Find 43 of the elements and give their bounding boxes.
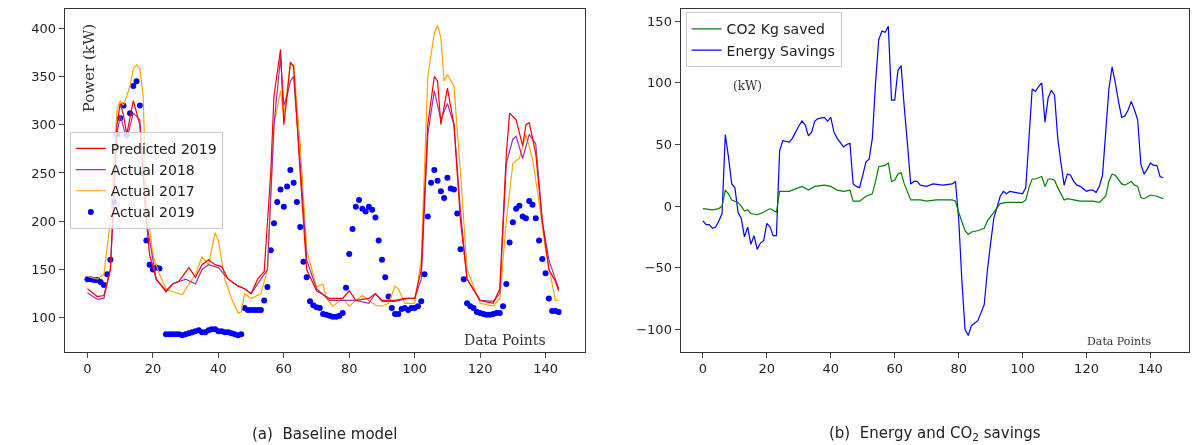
x-tick-label: 140 bbox=[1138, 361, 1163, 377]
x-tick-label: 40 bbox=[822, 361, 840, 377]
text: (b) Energy and CO$_{2}$ savings bbox=[829, 424, 1041, 444]
y-tick-label: 50 bbox=[655, 137, 672, 153]
y-tick-label: 250 bbox=[31, 165, 56, 181]
x-tick-label: 100 bbox=[1010, 361, 1035, 377]
line-series bbox=[702, 162, 1164, 236]
y-tick-label: −50 bbox=[644, 260, 672, 276]
x-tick-label: 20 bbox=[758, 361, 776, 377]
y-tick-label: 300 bbox=[31, 117, 56, 133]
x-tick-label: 0 bbox=[83, 361, 92, 377]
y-tick-label: −100 bbox=[636, 321, 672, 337]
y-tick-label: 100 bbox=[31, 310, 56, 326]
x-tick-label: 100 bbox=[402, 361, 428, 377]
x-axis-title: Data Points bbox=[464, 332, 546, 348]
x-tick-label: 60 bbox=[275, 361, 293, 377]
y-tick-label: 150 bbox=[647, 13, 672, 29]
x-tick-label: 80 bbox=[340, 361, 358, 377]
y-tick-label: 350 bbox=[31, 69, 56, 85]
y-tick-label: 100 bbox=[647, 75, 672, 91]
y-tick-label: 150 bbox=[31, 262, 56, 278]
y-tick-label: 400 bbox=[31, 20, 56, 36]
x-tick-label: 120 bbox=[1074, 361, 1099, 377]
y-axis-title: Power (kW) bbox=[79, 23, 98, 113]
x-tick-label: 40 bbox=[210, 361, 227, 377]
legend-label: Energy Savings bbox=[726, 42, 835, 59]
y-tick-label: 200 bbox=[31, 213, 56, 229]
x-tick-label: 60 bbox=[886, 361, 903, 377]
x-tick-label: 80 bbox=[950, 361, 967, 377]
line-series bbox=[702, 25, 1164, 337]
legend-label: Actual 2019 bbox=[110, 204, 195, 221]
y-axis-title: (kW) bbox=[733, 79, 762, 93]
x-tick-label: 0 bbox=[698, 361, 708, 377]
y-tick-label: 0 bbox=[663, 198, 672, 214]
x-axis-title: Data Points bbox=[1087, 335, 1152, 348]
legend-label: Actual 2018 bbox=[110, 161, 195, 178]
legend-label: Actual 2017 bbox=[110, 183, 195, 200]
legend-label: CO2 Kg saved bbox=[726, 21, 825, 38]
x-tick-label: 120 bbox=[467, 361, 493, 377]
legend-label: Predicted 2019 bbox=[110, 140, 217, 157]
x-tick-label: 20 bbox=[144, 361, 162, 377]
x-tick-label: 140 bbox=[533, 361, 558, 377]
text: (a) Baseline model bbox=[252, 425, 398, 443]
